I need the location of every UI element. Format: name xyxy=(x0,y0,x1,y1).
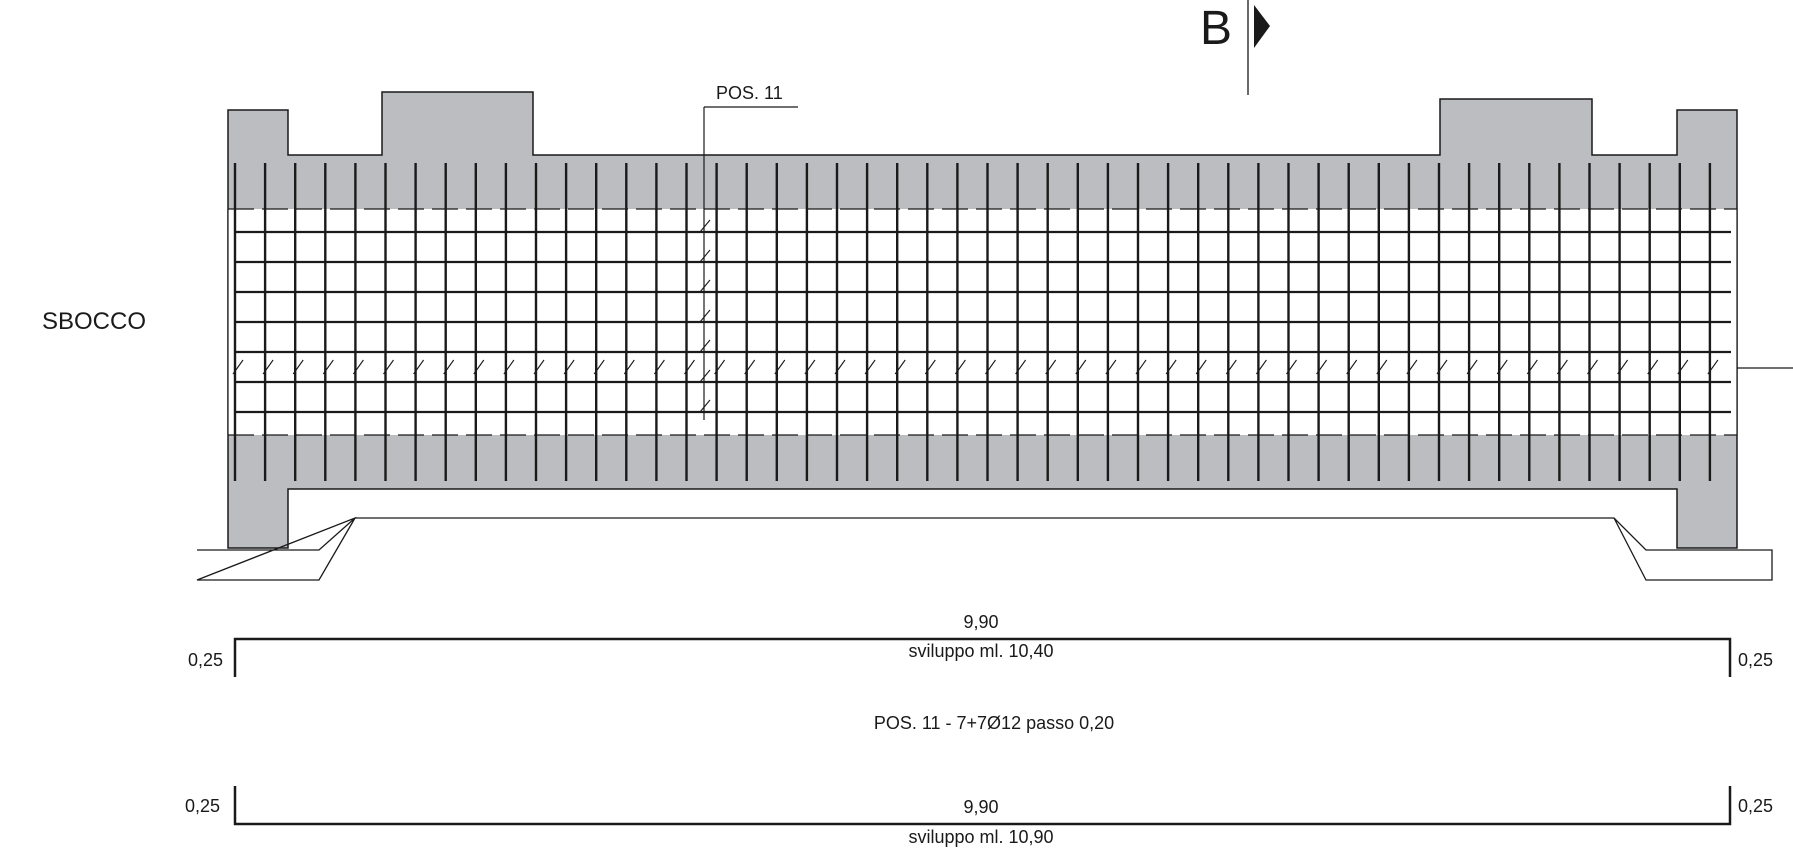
bar-tick xyxy=(1135,359,1147,375)
bar-tick xyxy=(383,359,394,375)
bar-tick xyxy=(699,339,711,353)
foundation-outline xyxy=(196,516,1773,581)
bar-shape-top xyxy=(233,637,1732,677)
bar-tick xyxy=(1707,359,1719,375)
bar-tick xyxy=(1316,359,1328,375)
bar-bottom-development: sviluppo ml. 10,90 xyxy=(908,827,1053,847)
bar-tick xyxy=(1376,359,1388,375)
bar-tick xyxy=(503,359,515,375)
bar-tick xyxy=(1045,359,1057,375)
bar-top-length: 9,90 xyxy=(963,612,998,632)
bar-tick xyxy=(699,309,711,323)
bar-tick xyxy=(699,219,711,233)
bar-tick xyxy=(1165,359,1177,375)
bar-tick xyxy=(985,359,996,375)
bar-tick xyxy=(563,359,575,375)
bar-tick xyxy=(894,359,906,375)
bar-tick xyxy=(684,359,695,375)
bar-tick xyxy=(1496,359,1508,375)
bar-tick xyxy=(744,359,756,375)
vertical-rebars xyxy=(233,163,1712,481)
bar-tick xyxy=(1255,359,1267,375)
bar-tick xyxy=(1617,359,1629,375)
bar-tick xyxy=(1647,359,1659,375)
bar-tick xyxy=(1225,359,1237,375)
bar-tick xyxy=(653,359,665,375)
bar-tick xyxy=(1015,359,1027,375)
bar-tick xyxy=(322,359,334,375)
bar-description: POS. 11 - 7+7Ø12 passo 0,20 xyxy=(874,713,1114,733)
bar-tick xyxy=(864,359,876,375)
bar-tick xyxy=(954,359,966,375)
bar-shape-bottom xyxy=(233,786,1732,826)
bar-tick xyxy=(1587,359,1598,375)
bar-bottom-length: 9,90 xyxy=(963,797,998,817)
bar-tick xyxy=(699,399,711,413)
horizontal-rebars xyxy=(236,230,1731,414)
bar-bottom-left-hook: 0,25 xyxy=(185,796,220,816)
bar-tick xyxy=(699,249,711,263)
bar-tick xyxy=(699,369,711,383)
bar-tick xyxy=(473,359,485,375)
bar-ticks-column xyxy=(699,219,711,413)
bar-tick xyxy=(924,359,936,375)
bar-top-left-hook: 0,25 xyxy=(188,650,223,670)
bar-tick xyxy=(699,279,711,293)
bar-tick xyxy=(1556,359,1568,375)
bar-tick xyxy=(1346,359,1358,375)
bar-tick xyxy=(593,359,605,375)
bar-tick xyxy=(1406,359,1418,375)
bar-top-right-hook: 0,25 xyxy=(1738,650,1773,670)
bar-tick xyxy=(1195,359,1207,375)
bar-ticks-row xyxy=(232,359,1719,375)
bar-tick xyxy=(443,359,455,375)
bar-tick xyxy=(774,359,786,375)
bar-tick xyxy=(1526,359,1538,375)
bar-tick xyxy=(262,359,274,375)
bar-tick xyxy=(352,359,364,375)
bar-tick xyxy=(1286,359,1297,375)
side-label: SBOCCO xyxy=(42,308,146,335)
callout-label: POS. 11 xyxy=(716,83,783,103)
bar-tick xyxy=(292,359,304,375)
section-marker-label: B xyxy=(1200,2,1232,55)
bar-tick xyxy=(1075,359,1087,375)
bar-tick xyxy=(804,359,816,375)
section-arrow-icon xyxy=(1254,5,1270,48)
bar-tick xyxy=(834,359,846,375)
bar-tick xyxy=(714,359,726,375)
bar-tick xyxy=(1466,359,1478,375)
bar-tick xyxy=(623,359,635,375)
bar-tick xyxy=(1436,359,1448,375)
bar-bottom-right-hook: 0,25 xyxy=(1738,796,1773,816)
bar-tick xyxy=(1677,359,1689,375)
bar-tick xyxy=(413,359,425,375)
bar-tick xyxy=(1105,359,1117,375)
bar-tick xyxy=(533,359,545,375)
bar-tick xyxy=(232,359,244,375)
bar-top-development: sviluppo ml. 10,40 xyxy=(908,641,1053,661)
